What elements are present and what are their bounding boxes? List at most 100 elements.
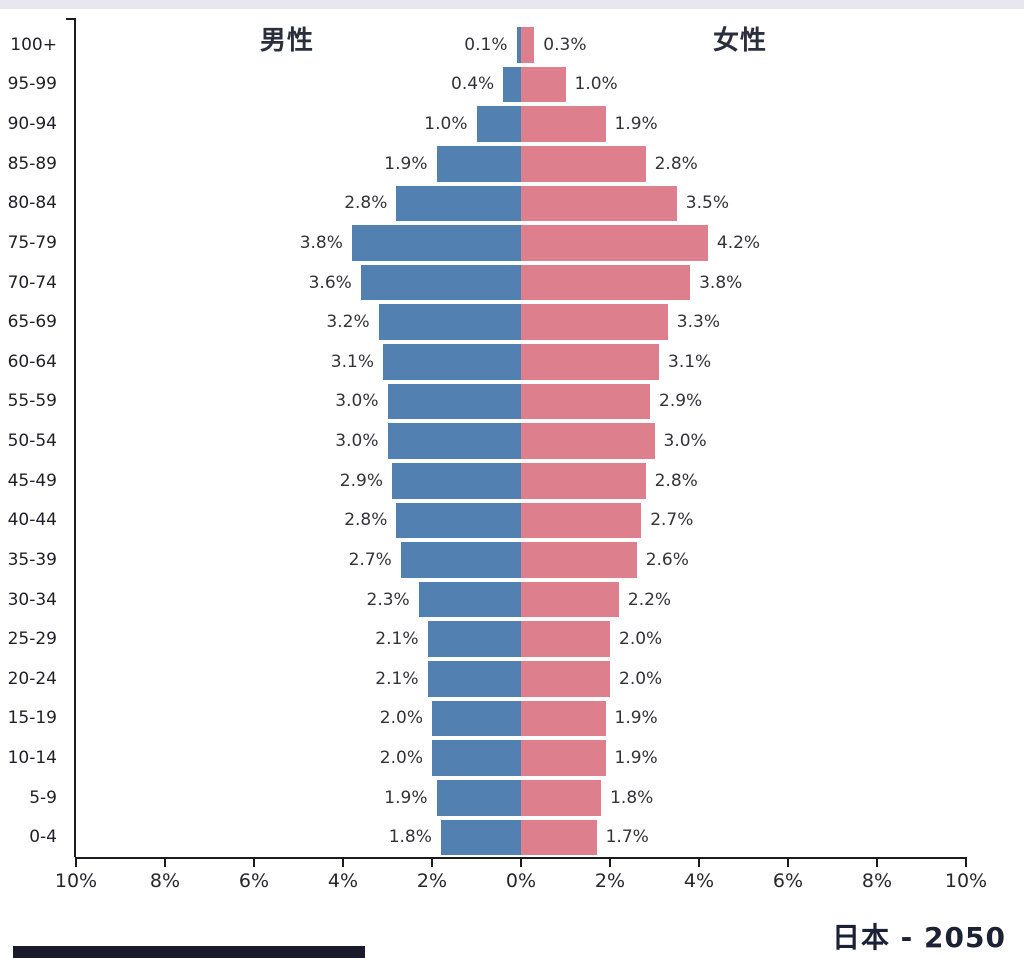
y-axis-spine [74, 18, 76, 857]
x-tick [253, 859, 255, 867]
pyramid-row: 2.8% 2.7% [76, 501, 966, 541]
female-bar [521, 661, 610, 697]
male-value-label: 2.3% [366, 589, 410, 610]
x-tick [965, 859, 967, 867]
pyramid-row: 3.6% 3.8% [76, 263, 966, 303]
x-tick-label: 6% [772, 870, 804, 892]
pyramid-row: 2.9% 2.8% [76, 461, 966, 501]
age-label: 10-14 [7, 748, 57, 769]
male-value-label: 3.2% [326, 312, 370, 333]
male-bar [400, 542, 521, 578]
male-value-label: 3.6% [308, 272, 352, 293]
y-axis-top-tick [66, 18, 74, 20]
age-label: 75-79 [7, 232, 57, 253]
female-bar [521, 27, 535, 63]
top-strip [0, 0, 1024, 9]
male-bar [387, 423, 521, 459]
female-value-label: 1.9% [614, 748, 658, 769]
male-value-label: 2.8% [344, 193, 388, 214]
female-value-label: 1.8% [610, 787, 654, 808]
female-value-label: 3.3% [676, 312, 720, 333]
female-bar [521, 621, 610, 657]
pyramid-row: 3.1% 3.1% [76, 342, 966, 382]
pyramid-row: 0.1% 0.3% [76, 25, 966, 65]
pyramid-row: 2.8% 3.5% [76, 184, 966, 224]
male-bar [436, 779, 521, 816]
male-value-label: 2.0% [379, 748, 423, 769]
pyramid-row: 2.7% 2.6% [76, 540, 966, 580]
x-tick [520, 859, 522, 867]
male-bar [418, 581, 521, 618]
female-value-label: 4.2% [716, 232, 761, 253]
pyramid-row: 2.0% 1.9% [76, 699, 966, 739]
female-bar [521, 423, 655, 459]
plot-area: 0.1% 0.3% 0.4% 1.0% 1.0% 1.9% 1.9% 2.8% 2.8% 3.5%… [66, 18, 966, 857]
x-tick-label: 4% [683, 870, 715, 892]
x-tick-label: 2% [594, 870, 626, 892]
female-bar [521, 106, 606, 142]
female-bar [521, 145, 646, 182]
female-value-label: 2.8% [654, 153, 698, 174]
age-axis: 100+ 95-99 90-94 85-89 80-84 75-79 70-74 65-69 6… [0, 25, 66, 857]
male-value-label: 3.0% [335, 391, 379, 412]
x-axis-ticks: 10% 8% 6% 4% 2% 0% 2% 4% 6% 8% 10% [55, 859, 987, 899]
age-label: 95-99 [7, 74, 57, 95]
pyramid-row: 3.2% 3.3% [76, 302, 966, 342]
age-label: 50-54 [7, 431, 57, 452]
pyramid-row: 1.0% 1.9% [76, 104, 966, 144]
female-value-label: 3.0% [663, 431, 707, 452]
male-value-label: 0.1% [464, 34, 508, 55]
male-bar [387, 383, 521, 420]
female-value-label: 2.8% [654, 470, 698, 491]
female-bar [521, 740, 606, 776]
female-header: 女性 [712, 26, 768, 56]
female-bar [521, 581, 619, 618]
x-tick [609, 859, 611, 867]
female-bar [521, 225, 708, 261]
female-bar [521, 304, 668, 340]
male-bar [392, 462, 521, 499]
male-value-label: 2.0% [379, 708, 423, 729]
age-label: 80-84 [7, 193, 57, 214]
male-bar [378, 304, 521, 340]
age-label: 5-9 [29, 787, 57, 808]
male-value-label: 2.1% [375, 668, 419, 689]
age-label: 85-89 [7, 153, 57, 174]
female-value-label: 2.2% [627, 589, 672, 610]
female-value-label: 3.8% [699, 272, 743, 293]
female-value-label: 0.3% [543, 34, 587, 55]
age-label: 40-44 [7, 510, 57, 531]
male-value-label: 3.0% [335, 431, 379, 452]
x-tick [876, 859, 878, 867]
age-label: 90-94 [7, 114, 57, 135]
age-label: 100+ [10, 34, 57, 55]
female-value-label: 2.7% [650, 510, 694, 531]
male-value-label: 2.8% [344, 510, 388, 531]
female-value-label: 1.0% [574, 74, 618, 95]
x-tick-label: 10% [54, 870, 98, 892]
male-bar [516, 27, 521, 63]
x-tick-label: 0% [505, 870, 537, 892]
age-label: 15-19 [7, 708, 57, 729]
female-value-label: 3.1% [668, 351, 712, 372]
male-value-label: 0.4% [451, 74, 495, 95]
female-value-label: 2.6% [645, 549, 689, 570]
male-bar [476, 106, 521, 142]
male-value-label: 1.9% [384, 153, 428, 174]
age-label: 45-49 [7, 470, 57, 491]
male-value-label: 2.1% [375, 629, 419, 650]
female-bar [521, 383, 650, 420]
x-tick-label: 4% [327, 870, 359, 892]
male-value-label: 1.8% [388, 827, 432, 848]
male-value-label: 1.0% [424, 114, 468, 135]
male-value-label: 2.7% [348, 549, 392, 570]
female-value-label: 2.9% [659, 391, 703, 412]
male-value-label: 3.1% [330, 351, 374, 372]
male-bar [427, 621, 521, 657]
male-value-label: 1.9% [384, 787, 428, 808]
pyramid-rows: 0.1% 0.3% 0.4% 1.0% 1.0% 1.9% 1.9% 2.8% 2.8% 3.5%… [76, 25, 966, 857]
female-bar [521, 66, 566, 103]
female-value-label: 3.5% [685, 193, 729, 214]
female-value-label: 2.0% [619, 629, 663, 650]
x-tick [431, 859, 433, 867]
